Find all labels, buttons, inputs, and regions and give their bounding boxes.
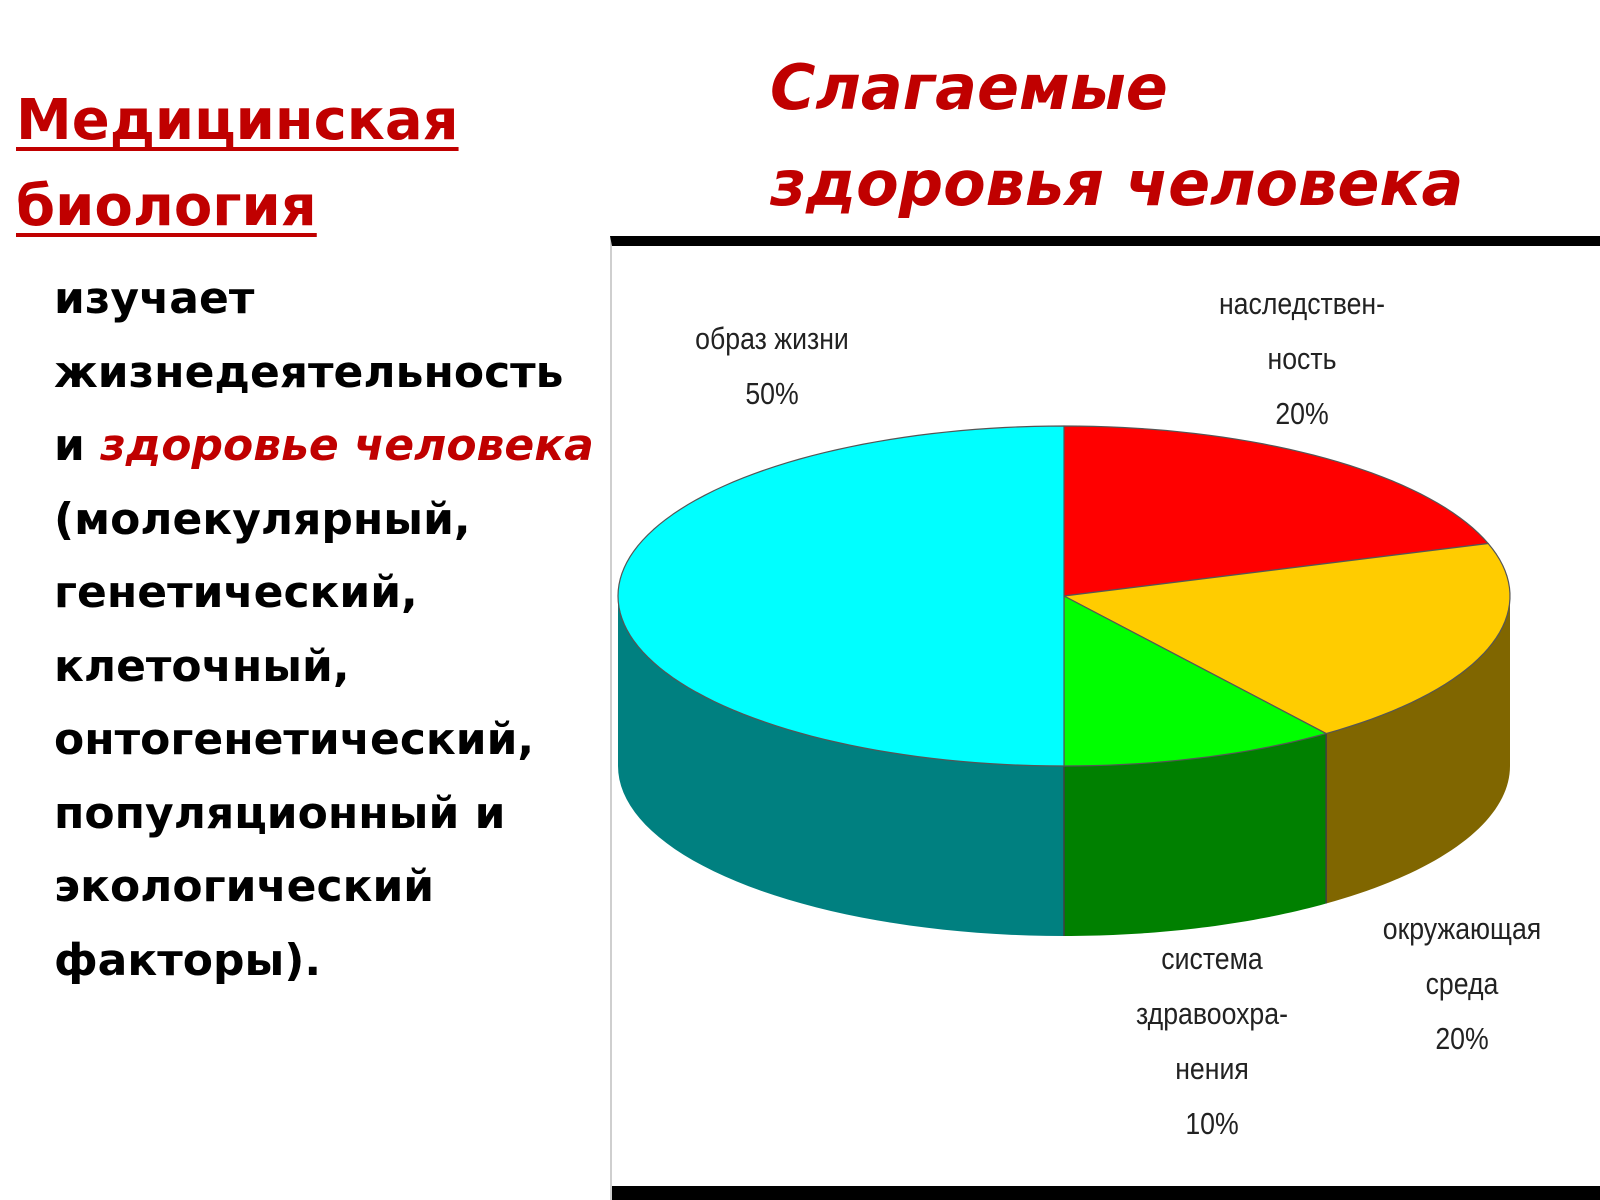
chart-title-line-2: здоровья человека [770,147,1464,220]
left-title-line-1: Медицинская [16,88,459,153]
slice-name-line: окружающая [1382,911,1542,946]
left-title: Медицинская биология [16,78,596,250]
slice-value-label: 20% [1275,396,1329,431]
slice-name-line: образ жизни [695,321,849,356]
description-accent: здоровье человека [100,420,594,471]
slice-name-line: нения [1175,1051,1249,1086]
pie-side-система [1064,733,1327,936]
pie-side-образ-жизни [618,596,1064,936]
slice-name-line: здравоохра- [1136,996,1288,1031]
slice-name-line: система [1161,941,1263,976]
slice-value-label: 10% [1185,1106,1239,1141]
pie-slice-окружающая [1063,542,1511,735]
slice-value-label: 50% [745,376,799,411]
pie-slice-система [1063,595,1327,767]
slice-name-line: ность [1267,341,1337,376]
slice-label-система: система здравоохра-нения 10% [1117,931,1306,1151]
chart-title: Слагаемые здоровья человека [770,40,1590,232]
pie-slice-наследствен- [1063,425,1489,597]
chart-bottom-bar [612,1186,1600,1200]
pie-side-окружающая [1326,596,1510,904]
slice-value-label: 20% [1435,1021,1489,1056]
description-part-2: (молекулярный, генетический, клеточный, … [54,493,535,986]
description-part-1: изучает жизнедеятельность и [54,273,564,471]
left-title-line-2: биология [16,174,317,239]
pie-slice-образ-жизни [617,425,1065,767]
pie-chart [617,425,1511,936]
chart-area: наследствен-ность 20% окружающая среда 20% си… [610,236,1600,1200]
slice-label-окружающая: окружающая среда 20% [1367,901,1556,1066]
slice-label-образ-жизни: образ жизни 50% [677,311,866,421]
description-text: изучает жизнедеятельность и здоровье чел… [54,262,599,997]
chart-title-line-1: Слагаемые [770,51,1168,124]
slice-label-наследствен-: наследствен-ность 20% [1190,276,1414,441]
slice-name-line: наследствен- [1218,286,1386,321]
slice-name-line: среда [1425,966,1499,1001]
